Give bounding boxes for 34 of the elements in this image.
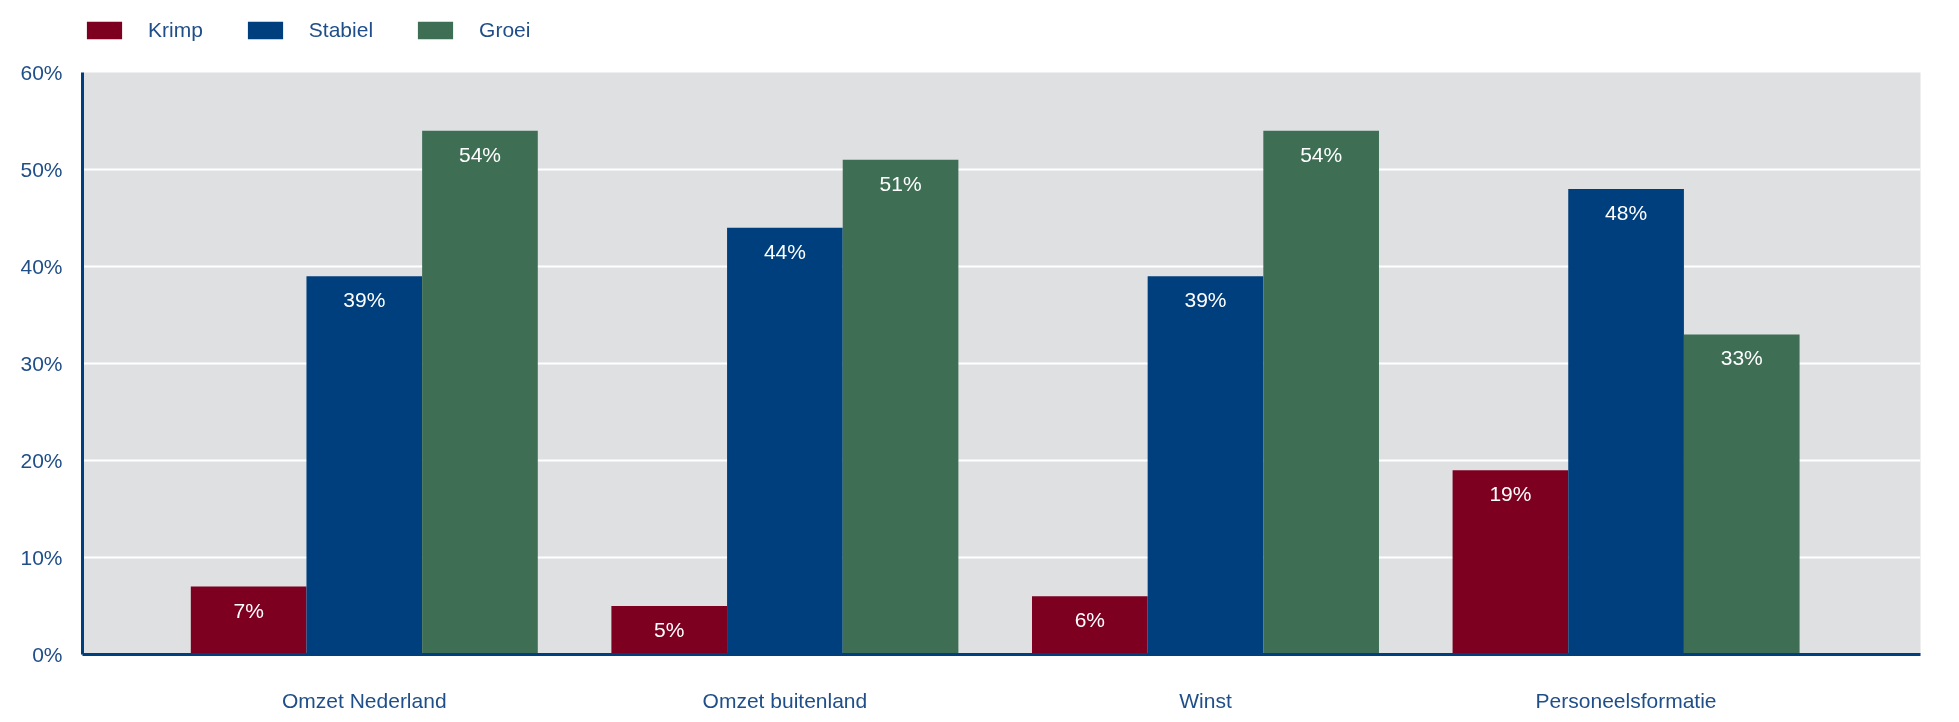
legend-label: Stabiel	[308, 18, 374, 42]
bar	[1683, 334, 1800, 655]
data-label: 6%	[1074, 608, 1106, 632]
y-tick-label: 50%	[20, 158, 63, 181]
data-label: 54%	[458, 142, 501, 166]
y-tick-label: 60%	[20, 61, 63, 84]
bar	[611, 606, 728, 655]
data-label: 7%	[233, 598, 264, 622]
x-tick-label: Personeelsformatie	[1535, 688, 1717, 712]
bar	[190, 586, 307, 655]
data-label: 54%	[1300, 142, 1343, 166]
y-tick-label: 10%	[20, 546, 63, 569]
y-tick-label: 40%	[20, 255, 63, 278]
bar	[842, 159, 959, 655]
legend-label: Krimp	[148, 18, 203, 42]
data-label: 48%	[1605, 200, 1648, 224]
x-tick-label: Omzet buitenland	[702, 688, 868, 712]
data-label: 39%	[1184, 288, 1227, 312]
bar	[1031, 596, 1148, 655]
data-label: 51%	[879, 171, 922, 195]
data-label: 5%	[654, 618, 685, 641]
data-label: 39%	[343, 288, 386, 312]
y-tick-label: 30%	[20, 352, 63, 375]
x-tick-label: Omzet Nederland	[282, 688, 447, 712]
y-tick-label: 0%	[32, 643, 63, 666]
data-label: 19%	[1489, 482, 1532, 506]
bar	[1452, 470, 1569, 655]
bar	[1263, 130, 1379, 655]
x-tick-label: Winst	[1179, 688, 1232, 712]
y-tick-label: 20%	[20, 449, 63, 472]
legend-label: Groei	[479, 18, 531, 42]
data-label: 33%	[1720, 346, 1763, 370]
data-label: 44%	[763, 239, 806, 263]
bar	[422, 130, 538, 655]
